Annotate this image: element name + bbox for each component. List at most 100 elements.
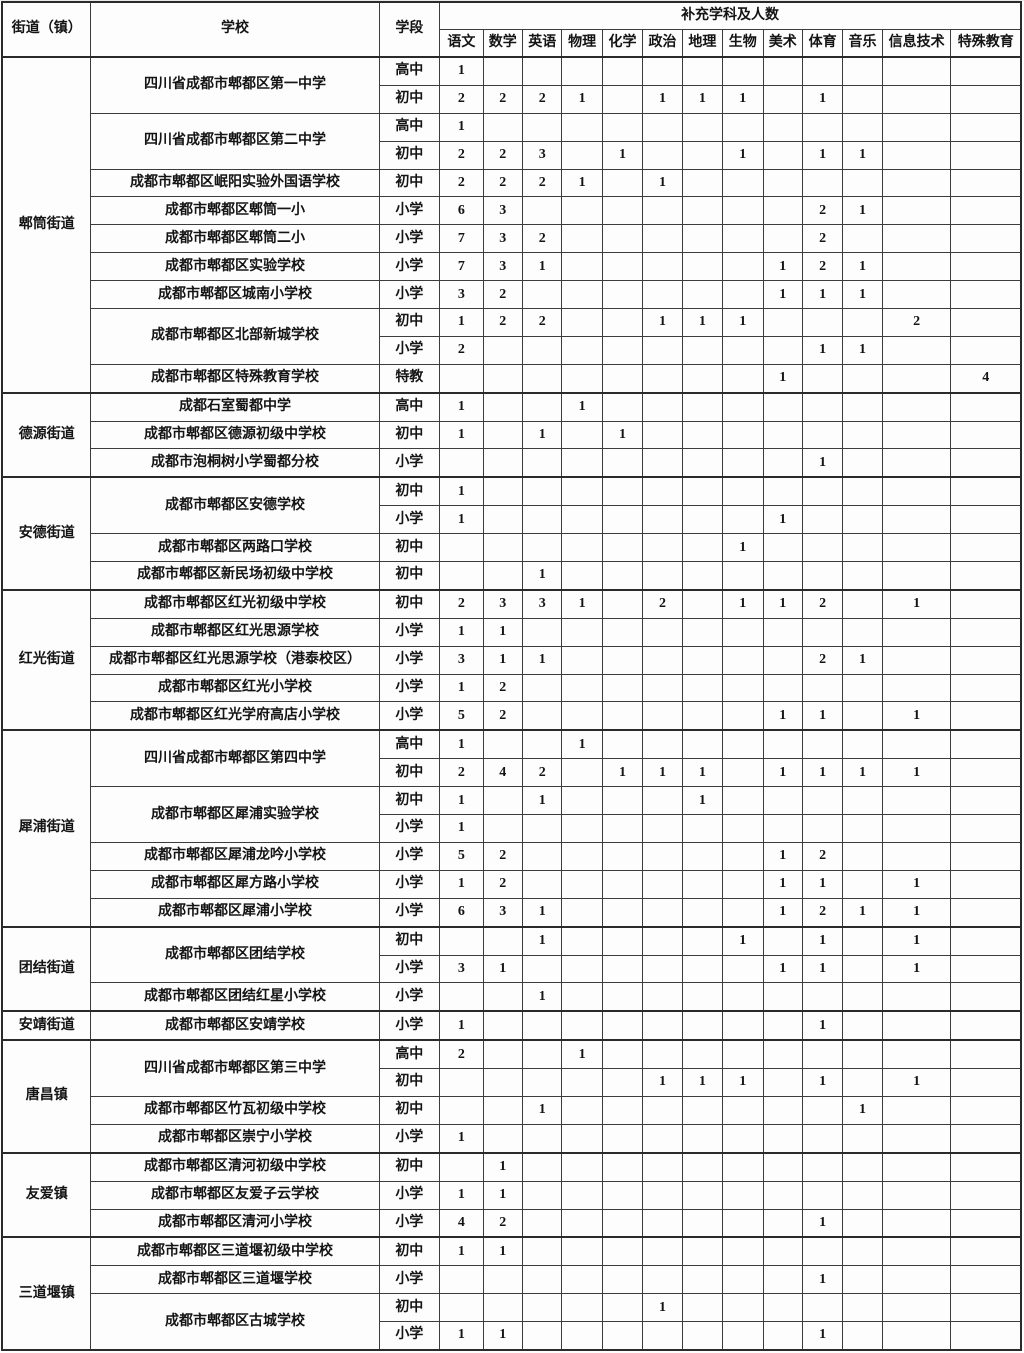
- value-cell: 2: [482, 280, 524, 310]
- value-cell: [482, 391, 524, 422]
- value-cell: [881, 786, 952, 816]
- value-cell: 3: [482, 224, 524, 254]
- value-cell: 7: [439, 224, 484, 254]
- value-cell: [762, 982, 803, 1012]
- level-cell: 初中: [378, 1068, 441, 1097]
- street-cell: 犀浦街道: [1, 729, 92, 928]
- level-cell: 小学: [378, 673, 441, 703]
- value-cell: [561, 617, 603, 647]
- school-cell: 四川省成都市郫都区第四中学: [90, 729, 380, 788]
- value-cell: [439, 363, 484, 394]
- value-cell: [762, 420, 803, 450]
- value-cell: [801, 673, 844, 703]
- value-cell: 1: [601, 420, 644, 450]
- value-cell: [601, 505, 644, 535]
- value-cell: [601, 869, 644, 899]
- value-cell: [681, 1321, 724, 1351]
- table-row: 成都市郫都区红光思源学校 小学 1 1: [2, 617, 1022, 647]
- value-cell: [950, 1180, 1022, 1210]
- value-cell: 2: [642, 588, 683, 619]
- level-cell: 初中: [378, 561, 441, 591]
- value-cell: [722, 841, 764, 871]
- value-cell: [642, 1321, 683, 1351]
- value-cell: [881, 196, 952, 226]
- value-cell: [842, 673, 883, 703]
- value-cell: [950, 308, 1022, 337]
- value-cell: 1: [521, 561, 563, 591]
- value-cell: [950, 420, 1022, 450]
- table-row: 成都市郫都区新民场初级中学校 初中 1: [2, 561, 1022, 591]
- value-cell: 2: [439, 335, 484, 365]
- value-cell: [601, 391, 644, 422]
- value-cell: [681, 814, 724, 843]
- value-cell: [482, 1293, 524, 1323]
- value-cell: 1: [681, 1068, 724, 1097]
- street-cell: 安德街道: [1, 476, 92, 591]
- value-cell: [642, 645, 683, 675]
- value-cell: [950, 252, 1022, 282]
- value-cell: [722, 786, 764, 816]
- value-cell: [722, 1010, 764, 1041]
- value-cell: [642, 1236, 683, 1267]
- value-cell: 1: [722, 84, 764, 114]
- value-cell: [561, 335, 603, 365]
- value-cell: [642, 1180, 683, 1210]
- value-cell: 3: [439, 645, 484, 675]
- value-cell: [881, 673, 952, 703]
- value-cell: [950, 1293, 1022, 1323]
- school-cell: 成都市郫都区崇宁小学校: [90, 1123, 380, 1154]
- value-cell: [642, 1265, 683, 1295]
- value-cell: [521, 1293, 563, 1323]
- school-cell: 成都市郫都区新民场初级中学校: [90, 561, 380, 591]
- value-cell: 1: [722, 533, 764, 563]
- value-cell: 1: [722, 1068, 764, 1097]
- value-cell: [950, 84, 1022, 114]
- value-cell: [801, 505, 844, 535]
- value-cell: 1: [439, 420, 484, 450]
- value-cell: 1: [881, 869, 952, 899]
- value-cell: [439, 1293, 484, 1323]
- value-cell: [681, 897, 724, 928]
- value-cell: [681, 196, 724, 226]
- col-header-subject: 英语: [521, 29, 563, 58]
- value-cell: [561, 561, 603, 591]
- table-row: 小学 1: [2, 814, 1022, 843]
- value-cell: [881, 1039, 952, 1070]
- value-cell: [881, 140, 952, 170]
- value-cell: [482, 448, 524, 478]
- value-cell: [722, 1293, 764, 1323]
- value-cell: 1: [801, 954, 844, 984]
- table-row: 小学 2 1 1: [2, 335, 1022, 365]
- value-cell: [561, 701, 603, 731]
- level-cell: 小学: [378, 1265, 441, 1295]
- value-cell: [950, 112, 1022, 142]
- value-cell: [482, 363, 524, 394]
- level-cell: 小学: [378, 645, 441, 675]
- value-cell: [439, 561, 484, 591]
- value-cell: [842, 505, 883, 535]
- level-cell: 小学: [378, 335, 441, 365]
- table-row: 成都市郫都区红光小学校 小学 1 2: [2, 673, 1022, 703]
- value-cell: [681, 1180, 724, 1210]
- value-cell: [842, 1068, 883, 1097]
- value-cell: [842, 84, 883, 114]
- value-cell: 1: [561, 1039, 603, 1070]
- value-cell: [950, 982, 1022, 1012]
- col-header-subject: 体育: [801, 29, 844, 58]
- value-cell: 1: [439, 308, 484, 337]
- value-cell: [482, 1265, 524, 1295]
- value-cell: 1: [521, 925, 563, 956]
- value-cell: 2: [482, 701, 524, 731]
- value-cell: [842, 391, 883, 422]
- value-cell: [561, 786, 603, 816]
- value-cell: [842, 1236, 883, 1267]
- value-cell: [482, 1123, 524, 1154]
- value-cell: [722, 1180, 764, 1210]
- value-cell: [842, 561, 883, 591]
- value-cell: [642, 701, 683, 731]
- value-cell: 1: [439, 112, 484, 142]
- value-cell: [950, 1010, 1022, 1041]
- value-cell: [482, 982, 524, 1012]
- value-cell: [561, 533, 603, 563]
- table-row: 成都市郫都区北部新城学校 初中 1 2 2 1 1 1 2: [2, 308, 1022, 365]
